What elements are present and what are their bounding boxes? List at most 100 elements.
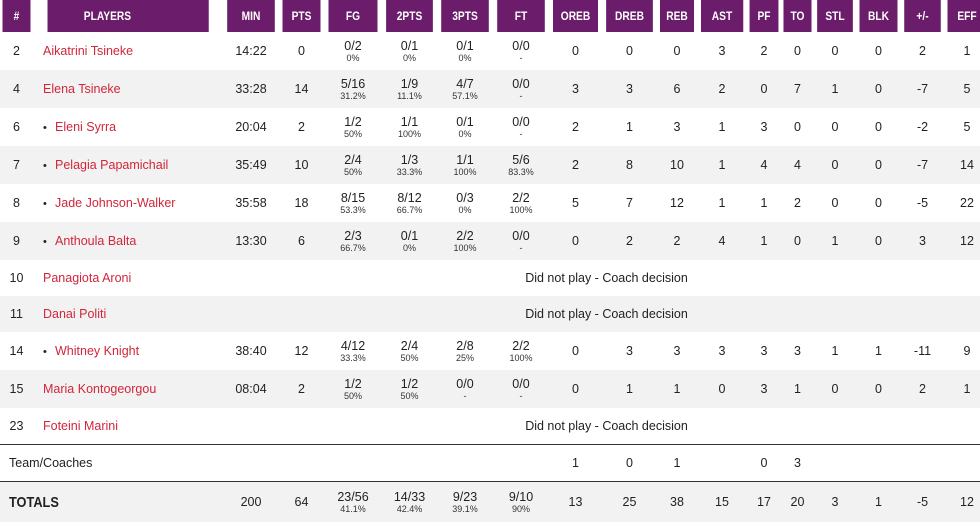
- player-name-link[interactable]: Foteini Marini: [43, 419, 119, 433]
- stat-dreb: 1: [602, 370, 657, 408]
- player-name-link[interactable]: Anthoula Balta: [55, 234, 137, 248]
- three-pointers: 0/0-: [437, 370, 493, 408]
- player-name-link[interactable]: Whitney Knight: [55, 344, 140, 358]
- points: 64: [279, 481, 324, 522]
- two-pointers-made-attempted: 14/33: [393, 489, 426, 504]
- minutes: 35:58: [235, 196, 267, 210]
- stat-to: 0: [781, 222, 814, 260]
- jersey-number: 8: [13, 196, 20, 210]
- field-goals-percentage: 33.3%: [340, 352, 366, 363]
- stat-pf: 2: [760, 44, 768, 58]
- column-header[interactable]: BLK: [859, 0, 898, 32]
- column-header[interactable]: STL: [817, 0, 853, 32]
- team-coaches-row: Team/Coaches 1 0 1 0 3: [0, 444, 980, 482]
- three-pointers-made-attempted: 9/23: [452, 489, 478, 504]
- stat-reb: 3: [673, 120, 681, 134]
- starter-marker: •: [43, 122, 47, 134]
- two-pointers: 1/1 100%: [382, 108, 437, 146]
- stat-pm: -5: [901, 481, 944, 522]
- player-name-link[interactable]: Danai Politi: [43, 307, 107, 321]
- stat-stl: 0: [831, 44, 839, 58]
- stat-to: 4: [781, 146, 814, 184]
- three-pointers-percentage: 100%: [453, 166, 477, 177]
- two-pointers-made-attempted: 0/1: [400, 228, 419, 243]
- field-goals-percentage: 50%: [343, 390, 362, 401]
- two-pointers-percentage: 50%: [400, 390, 419, 401]
- stat-oreb: 0: [549, 222, 602, 260]
- free-throws-percentage: 90%: [511, 503, 530, 514]
- empty-cell: [382, 444, 437, 482]
- field-goals-percentage: 41.1%: [340, 503, 366, 514]
- column-header[interactable]: PLAYERS: [47, 0, 209, 32]
- field-goals-percentage: 0%: [346, 52, 360, 63]
- two-pointers-percentage: 33.3%: [396, 166, 423, 177]
- free-throws-percentage: -: [519, 390, 523, 401]
- column-header[interactable]: MIN: [227, 0, 275, 32]
- free-throws-percentage: 100%: [509, 352, 533, 363]
- column-header[interactable]: OREB: [552, 0, 599, 32]
- column-header[interactable]: +/-: [904, 0, 941, 32]
- three-pointers-made-attempted: 0/0: [456, 376, 474, 391]
- two-pointers: 1/2 50%: [382, 370, 437, 408]
- column-header[interactable]: PTS: [282, 0, 321, 32]
- field-goals: 8/15 53.3%: [324, 184, 382, 222]
- two-pointers: 8/12 66.7%: [382, 184, 437, 222]
- stat-oreb: 3: [549, 70, 602, 108]
- stat-dreb: 7: [626, 196, 633, 210]
- stat-reb: 38: [657, 481, 697, 522]
- jersey-number: 11: [0, 296, 33, 332]
- stat-oreb: 5: [572, 196, 579, 210]
- player-cell: • Jade Johnson-Walker: [33, 184, 223, 222]
- two-pointers: 1/3 33.3%: [382, 146, 437, 184]
- table-row: 10 Panagiota Aroni Did not play - Coach de…: [0, 260, 980, 296]
- two-pointers-made-attempted: 2/4: [400, 338, 419, 353]
- three-pointers: 0/1 0%: [437, 32, 493, 70]
- stat-dreb: 25: [602, 481, 657, 522]
- player-name-link[interactable]: Jade Johnson-Walker: [55, 196, 176, 210]
- jersey-number: 10: [9, 271, 24, 285]
- two-pointers-made-attempted: 8/12: [397, 190, 422, 205]
- column-header[interactable]: EFF: [947, 0, 980, 32]
- column-header[interactable]: PF: [749, 0, 779, 32]
- player-name-link[interactable]: Panagiota Aroni: [43, 271, 132, 285]
- column-header[interactable]: #: [2, 0, 31, 32]
- free-throws: 9/10 90%: [493, 481, 549, 522]
- stat-ast: 3: [718, 344, 726, 358]
- column-header[interactable]: FT: [497, 0, 545, 32]
- points: 0: [298, 44, 305, 58]
- stat-oreb: 2: [549, 146, 602, 184]
- table-row: 2 Aikatrini Tsineke 14:22 0 0/2 0% 0/1 0% 0/1 0% 0…: [0, 32, 980, 70]
- player-name-link[interactable]: Pelagia Papamichail: [55, 158, 169, 172]
- column-header[interactable]: 3PTS: [441, 0, 489, 32]
- player-name-link[interactable]: Elena Tsineke: [43, 82, 121, 96]
- player-name-link[interactable]: Aikatrini Tsineke: [43, 44, 134, 58]
- points: 6: [279, 222, 324, 260]
- stat-eff: 22: [960, 196, 974, 210]
- stat-dreb: 2: [602, 222, 657, 260]
- column-header[interactable]: AST: [700, 0, 744, 32]
- stat-to: 1: [781, 370, 814, 408]
- three-pointers-made-attempted: 0/3: [456, 190, 474, 205]
- column-header[interactable]: TO: [783, 0, 812, 32]
- column-header[interactable]: DREB: [606, 0, 653, 32]
- stat-reb: 1: [657, 370, 697, 408]
- points: 18: [294, 196, 309, 210]
- jersey-number: 23: [9, 419, 24, 433]
- column-header[interactable]: FG: [328, 0, 378, 32]
- stat-eff: 5: [963, 120, 971, 134]
- player-name-link[interactable]: Maria Kontogeorgou: [43, 382, 157, 396]
- three-pointers-percentage: -: [463, 390, 467, 401]
- stat-blk: 1: [875, 344, 882, 358]
- empty-cell: [856, 444, 901, 482]
- two-pointers-percentage: 0%: [402, 242, 416, 253]
- column-header[interactable]: REB: [660, 0, 694, 32]
- two-pointers-percentage: 100%: [397, 128, 422, 139]
- totals-label-cell: TOTALS: [0, 481, 223, 522]
- two-pointers: 14/33 42.4%: [382, 481, 437, 522]
- player-name-link[interactable]: Eleni Syrra: [55, 120, 117, 134]
- free-throws-made-attempted: 0/0: [512, 376, 530, 391]
- free-throws-percentage: 100%: [509, 204, 533, 215]
- column-header[interactable]: 2PTS: [386, 0, 433, 32]
- stat-eff: 1: [944, 370, 980, 408]
- two-pointers: 2/4 50%: [382, 332, 437, 370]
